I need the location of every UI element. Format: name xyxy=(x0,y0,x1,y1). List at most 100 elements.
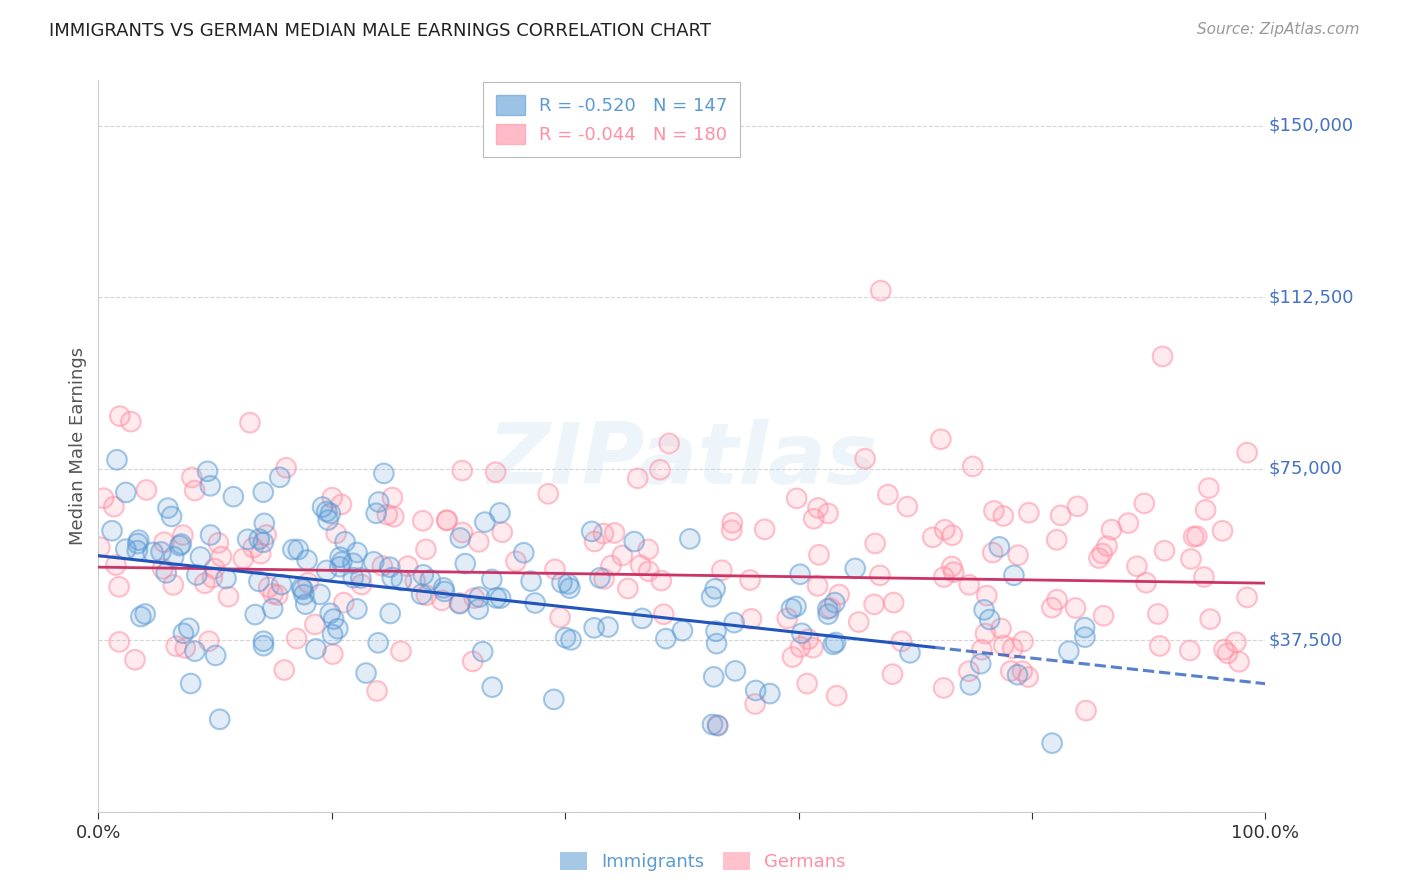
Point xyxy=(333,596,356,610)
Point xyxy=(120,415,142,429)
Point xyxy=(367,495,389,509)
Point xyxy=(513,546,536,560)
Point xyxy=(1095,539,1118,553)
Point xyxy=(396,559,419,574)
Point xyxy=(981,546,1004,560)
Point xyxy=(322,612,344,626)
Point xyxy=(973,603,995,617)
Point xyxy=(637,542,659,557)
Point xyxy=(505,554,527,568)
Point xyxy=(108,409,131,424)
Point xyxy=(824,635,846,649)
Point xyxy=(461,654,484,668)
Point xyxy=(391,574,413,588)
Point xyxy=(333,534,356,549)
Point xyxy=(983,504,1005,518)
Point xyxy=(201,571,224,585)
Point xyxy=(941,528,963,542)
Point xyxy=(957,578,980,592)
Point xyxy=(321,491,343,505)
Point xyxy=(1152,350,1174,364)
Point xyxy=(983,504,1005,518)
Point xyxy=(430,593,453,607)
Point xyxy=(454,557,477,571)
Point xyxy=(207,536,229,550)
Point xyxy=(174,640,197,655)
Point xyxy=(524,596,547,610)
Point xyxy=(243,607,266,622)
Point xyxy=(1091,546,1114,560)
Point xyxy=(1236,445,1258,459)
Point xyxy=(449,597,471,611)
Point xyxy=(1018,506,1040,520)
Point xyxy=(183,483,205,498)
Point xyxy=(1040,600,1063,615)
Point xyxy=(467,602,489,616)
Point xyxy=(252,485,274,500)
Point xyxy=(1040,600,1063,615)
Point xyxy=(170,537,193,551)
Point xyxy=(471,645,494,659)
Point xyxy=(932,570,955,584)
Point xyxy=(801,640,824,655)
Point xyxy=(247,532,270,546)
Point xyxy=(101,524,124,538)
Point xyxy=(254,528,277,542)
Legend: Immigrants, Germans: Immigrants, Germans xyxy=(553,845,853,879)
Point xyxy=(104,558,127,572)
Point xyxy=(990,621,1012,635)
Point xyxy=(162,578,184,592)
Point xyxy=(108,635,131,649)
Point xyxy=(309,587,332,601)
Point xyxy=(190,549,212,564)
Point xyxy=(430,593,453,607)
Point xyxy=(380,607,402,621)
Point xyxy=(389,644,412,658)
Point xyxy=(257,580,280,594)
Point xyxy=(236,533,259,547)
Point xyxy=(281,542,304,557)
Point xyxy=(468,590,491,604)
Point xyxy=(803,512,825,526)
Point xyxy=(215,572,238,586)
Point xyxy=(823,637,845,651)
Point xyxy=(291,582,314,597)
Point xyxy=(152,562,174,576)
Point xyxy=(823,637,845,651)
Point xyxy=(724,664,747,678)
Point xyxy=(979,613,1001,627)
Point xyxy=(93,491,115,506)
Point xyxy=(321,627,343,641)
Point xyxy=(160,509,183,524)
Point xyxy=(412,567,434,582)
Point xyxy=(1192,570,1215,584)
Point xyxy=(623,534,645,549)
Point xyxy=(269,470,291,484)
Point xyxy=(817,602,839,616)
Point xyxy=(262,587,284,601)
Point xyxy=(988,540,1011,554)
Point xyxy=(449,597,471,611)
Point xyxy=(959,678,981,692)
Point xyxy=(932,681,955,695)
Point xyxy=(1040,736,1063,750)
Point xyxy=(468,590,491,604)
Point xyxy=(655,632,678,646)
Point xyxy=(319,507,342,521)
Point xyxy=(252,485,274,500)
Point xyxy=(797,632,820,647)
Point xyxy=(295,553,318,567)
Point xyxy=(134,607,156,621)
Point xyxy=(1126,559,1149,574)
Point xyxy=(817,507,839,521)
Point xyxy=(970,642,993,657)
Point xyxy=(162,578,184,592)
Point xyxy=(520,574,543,589)
Point xyxy=(898,646,921,660)
Point xyxy=(198,634,221,648)
Point xyxy=(612,549,634,563)
Point xyxy=(252,535,274,549)
Point xyxy=(292,588,315,602)
Point xyxy=(467,602,489,616)
Point xyxy=(1199,612,1222,626)
